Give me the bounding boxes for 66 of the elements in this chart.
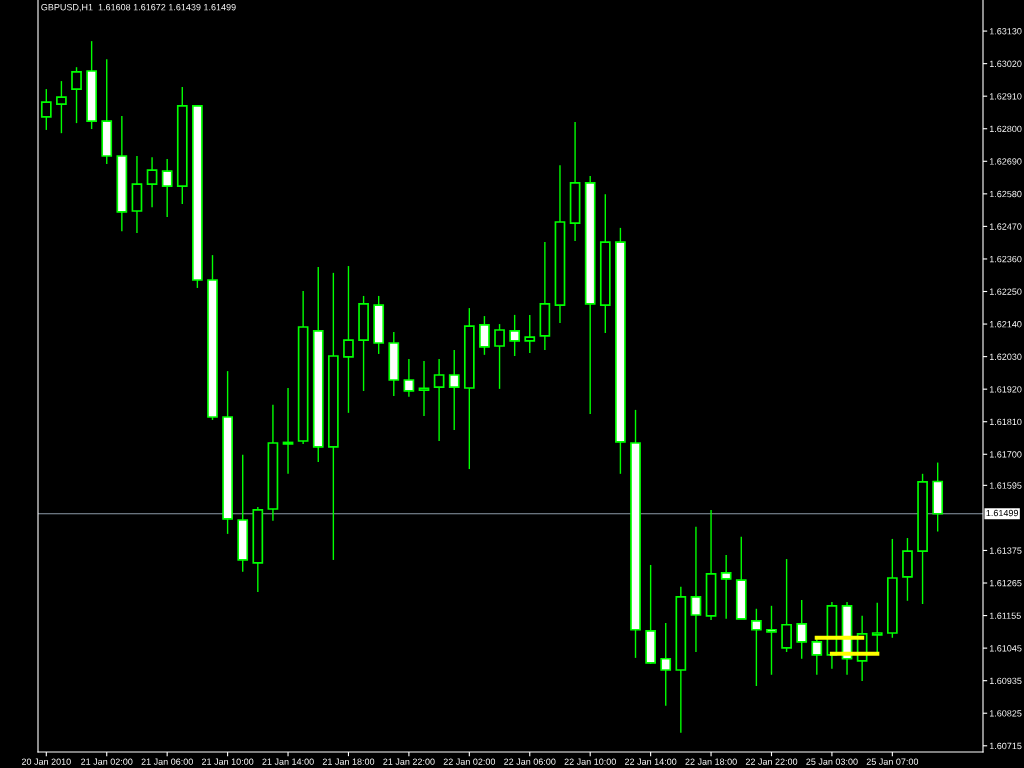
candlestick — [433, 358, 445, 442]
y-tick-label: 1.61810 — [989, 418, 1022, 426]
candlestick — [267, 404, 279, 522]
candlestick — [720, 554, 732, 620]
y-tick-label: 1.62690 — [989, 158, 1022, 165]
x-tick-label: 21 Jan 14:00 — [262, 758, 314, 765]
x-tick-label: 22 Jan 22:00 — [745, 758, 798, 765]
candlestick — [418, 360, 430, 417]
x-tick-label: 21 Jan 22:00 — [383, 758, 435, 765]
chart-title: GBPUSD,H1 1.61608 1.61672 1.61439 1.61499 — [41, 4, 236, 12]
candlestick — [403, 358, 415, 398]
x-tick-label: 22 Jan 10:00 — [564, 758, 616, 765]
x-tick-label: 21 Jan 18:00 — [322, 758, 375, 765]
candlestick — [448, 349, 460, 431]
candlestick — [766, 605, 777, 676]
y-tick-label: 1.62360 — [989, 255, 1022, 263]
y-tick-label: 1.63130 — [989, 28, 1022, 35]
x-tick-label: 22 Jan 18:00 — [685, 758, 737, 765]
x-tick-label: 22 Jan 14:00 — [624, 758, 677, 765]
y-tick-label: 1.61920 — [989, 386, 1022, 393]
y-tick-label: 1.62250 — [989, 288, 1022, 295]
x-tick-label: 21 Jan 10:00 — [201, 758, 254, 765]
ref-line-label: 1.61499 — [986, 509, 1019, 517]
candlestick — [675, 586, 687, 734]
y-tick-label: 1.60935 — [989, 677, 1022, 685]
y-tick-label: 1.61595 — [989, 482, 1022, 489]
candlestick — [463, 307, 475, 470]
x-tick-label: 25 Jan 03:00 — [806, 758, 858, 765]
candlestick — [569, 121, 581, 242]
candlestick — [599, 193, 611, 334]
x-tick-label: 22 Jan 06:00 — [504, 758, 556, 765]
x-tick-label: 21 Jan 02:00 — [81, 758, 133, 765]
y-tick-label: 1.62030 — [989, 353, 1022, 360]
candlestick — [584, 175, 596, 415]
candlestick — [116, 115, 128, 232]
y-tick-label: 1.62470 — [989, 223, 1022, 230]
candlestick — [297, 290, 309, 445]
x-tick-label: 25 Jan 07:00 — [866, 758, 919, 765]
y-tick-label: 1.61700 — [989, 451, 1022, 458]
candlestick — [660, 622, 672, 707]
candlestick — [252, 506, 264, 593]
candlestick — [705, 509, 717, 621]
y-tick-label: 1.61155 — [989, 612, 1021, 619]
y-tick-label: 1.60715 — [989, 742, 1022, 750]
candlestick — [161, 158, 173, 218]
y-tick-label: 1.61375 — [989, 547, 1022, 554]
candlestick — [282, 387, 294, 475]
y-tick-label: 1.62140 — [989, 321, 1022, 328]
y-tick-label: 1.62800 — [989, 125, 1022, 133]
y-tick-label: 1.60825 — [989, 710, 1022, 717]
candlestick — [343, 265, 354, 414]
y-tick-label: 1.61045 — [989, 645, 1022, 652]
candlestick — [131, 155, 143, 234]
candlestick — [539, 241, 551, 351]
x-tick-label: 22 Jan 02:00 — [443, 758, 496, 765]
candlestick — [630, 409, 641, 659]
candlestick — [327, 272, 339, 561]
x-tick-label: 20 Jan 2010 — [21, 758, 71, 765]
y-tick-label: 1.63020 — [989, 60, 1022, 67]
candlestick — [690, 526, 702, 653]
candlestick — [554, 164, 566, 324]
y-tick-label: 1.61265 — [989, 579, 1022, 587]
candlestick — [146, 156, 158, 208]
y-tick-label: 1.62580 — [989, 190, 1022, 198]
y-tick-label: 1.62910 — [989, 93, 1022, 100]
x-tick-label: 21 Jan 06:00 — [141, 758, 193, 765]
